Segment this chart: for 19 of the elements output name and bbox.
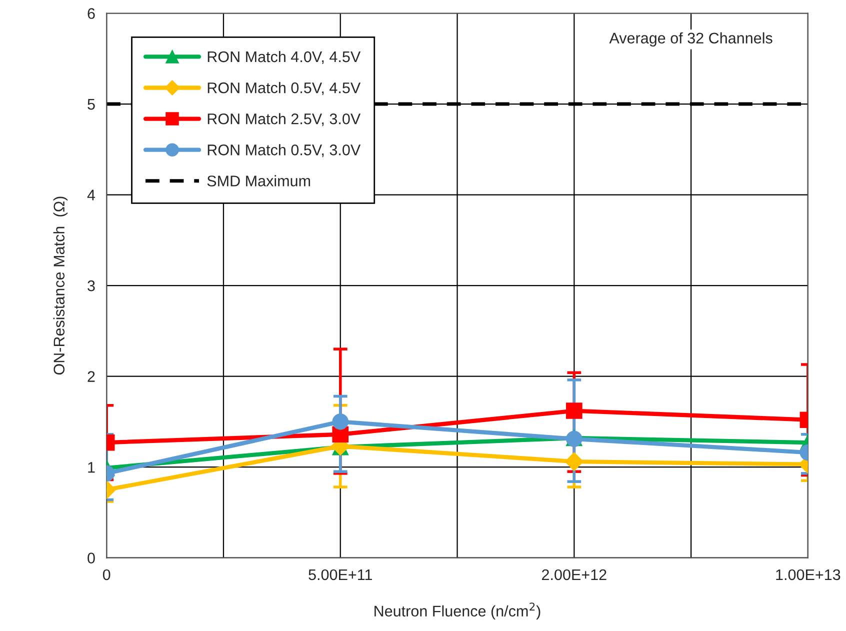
x-tick-label: 5.00E+11	[308, 569, 372, 580]
legend-label: RON Match 0.5V, 4.5V	[208, 82, 361, 96]
y-tick-label: 5	[88, 99, 95, 110]
y-tick-label: 3	[88, 280, 95, 292]
y-tick-label: 2	[88, 371, 95, 382]
y-tick-label: 1	[88, 462, 95, 473]
x-axis-title: Neutron Fluence (n/cm$^{2}$)	[374, 602, 540, 620]
legend-label: RON Match 0.5V, 3.0V	[208, 144, 361, 158]
y-tick-label: 4	[87, 190, 96, 200]
legend-label: RON Match 4.0V, 4.5V	[208, 50, 361, 64]
annotation: Average of 32 Channels	[609, 32, 772, 47]
x-tick-label: 2.00E+12	[542, 569, 606, 580]
x-tick-label: 1.00E+13	[776, 569, 840, 580]
y-tick-label: 0	[88, 552, 95, 564]
y-tick-label: 6	[88, 8, 95, 19]
x-tick-label: 0	[102, 569, 110, 580]
y-axis-title: ON-Resistance Match (Ω)	[53, 196, 68, 375]
legend-label: RON Match 2.5V, 3.0V	[208, 113, 361, 126]
legend-label: SMD Maximum	[207, 175, 310, 186]
